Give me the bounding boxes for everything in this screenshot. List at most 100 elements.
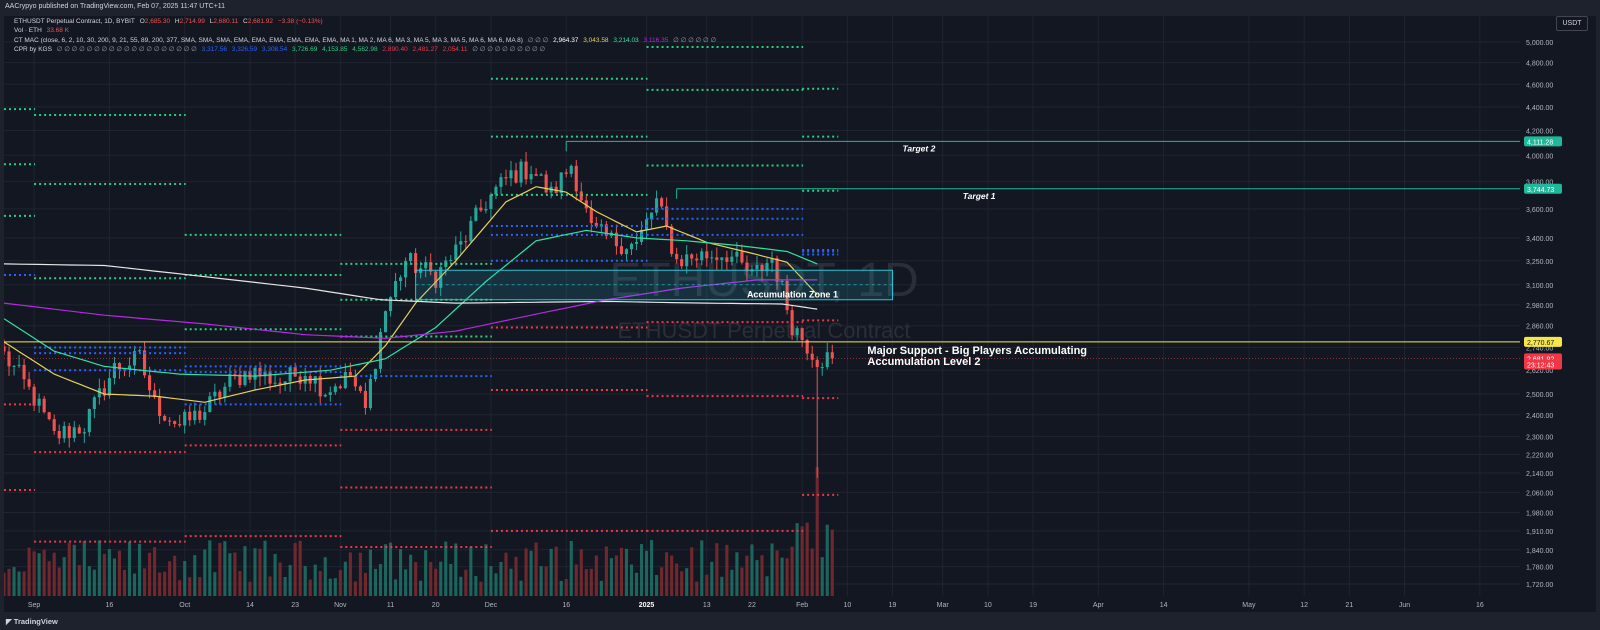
candle-body: [127, 365, 132, 370]
candle-body: [619, 246, 623, 255]
candle-body: [399, 277, 403, 282]
moving-average-line: [4, 279, 818, 339]
candle-body: [449, 259, 453, 261]
price-axis-tick: 3,600.00: [1526, 207, 1553, 214]
volume-bar: [815, 466, 819, 596]
candle-body: [87, 408, 91, 433]
close-label: C: [243, 18, 248, 25]
volume-bar: [7, 568, 11, 596]
candle-body: [464, 241, 468, 243]
candle-body: [800, 328, 804, 340]
candle-body: [559, 172, 563, 194]
candle-body: [534, 174, 538, 176]
volume-bar: [148, 552, 152, 596]
volume-bar: [373, 568, 378, 596]
price-tag-background: [1524, 359, 1562, 370]
volume-value: 33.68 K: [46, 27, 70, 34]
candle-body: [404, 261, 408, 278]
price-tag-background: [1524, 136, 1562, 147]
mac-value: ∅ ∅ ∅: [527, 37, 549, 44]
volume-bar: [675, 563, 679, 596]
price-axis-tick: 2,620.00: [1526, 368, 1553, 375]
volume-bar: [549, 548, 553, 596]
target-label: Target 1: [963, 191, 996, 201]
volume-bar: [122, 569, 127, 596]
high-label: H: [174, 18, 180, 25]
candle-body: [42, 398, 46, 413]
candle-body: [4, 346, 6, 352]
cpr-value: 3,326.59: [231, 46, 258, 53]
publisher-bar: AACrypyo published on TradingView.com, F…: [0, 0, 1600, 16]
volume-bar: [650, 540, 654, 596]
mac-value: 3,043.58: [583, 37, 609, 44]
candle-body: [569, 165, 573, 174]
volume-bar: [213, 572, 217, 596]
tradingview-icon: ◤: [6, 617, 12, 626]
volume-bar: [153, 547, 157, 596]
volume-bar: [544, 566, 548, 596]
support-label: Major Support - Big Players Accumulating: [867, 345, 1087, 357]
volume-bar: [158, 572, 162, 596]
volume-bar: [685, 568, 689, 596]
candle-body: [820, 367, 824, 369]
volume-bar: [770, 543, 774, 596]
candle-body: [72, 427, 76, 439]
symbol-label: ETHUSDT Perpetual Contract, 1D, BYBIT: [14, 18, 135, 25]
volume-bar: [810, 548, 814, 596]
time-axis-tick: 21: [1345, 602, 1353, 609]
candle-body: [148, 375, 152, 391]
volume-legend: Vol · ETH 33.68 K: [14, 27, 72, 34]
price-axis-tick: 2,140.00: [1526, 471, 1553, 478]
price-axis-tick: 1,910.00: [1526, 529, 1553, 536]
volume-bar: [569, 540, 573, 596]
publisher-text: AACrypyo published on TradingView.com, F…: [5, 3, 226, 10]
candle-body: [12, 365, 16, 367]
volume-bar: [263, 540, 267, 596]
moving-average-line: [4, 263, 818, 310]
candle-body: [348, 371, 352, 377]
candle-body: [509, 170, 513, 179]
volume-bar: [268, 576, 272, 596]
price-chart[interactable]: ETHUSDT, 1DETHUSDT Perpetual ContractAcc…: [4, 16, 1596, 612]
mac-value: 3,116.35: [643, 37, 669, 44]
cpr-value: 2,481.27: [412, 46, 438, 53]
cpr-value: 3,317.56: [201, 46, 227, 53]
volume-bar: [288, 565, 292, 596]
candle-body: [454, 244, 458, 260]
time-axis-tick: May: [1242, 602, 1256, 609]
candle-body: [434, 271, 438, 288]
time-axis-tick: 22: [748, 602, 756, 609]
volume-bar: [624, 548, 629, 596]
candle-body: [685, 254, 689, 267]
candle-body: [424, 262, 428, 269]
volume-bar: [670, 555, 674, 596]
price-axis-tick: 2,500.00: [1526, 392, 1553, 399]
volume-bar: [780, 557, 784, 596]
candle-body: [333, 386, 337, 393]
watermark-description: ETHUSDT Perpetual Contract: [617, 318, 910, 343]
volume-bar: [629, 564, 634, 596]
currency-selector[interactable]: USDT: [1556, 16, 1588, 31]
candle-body: [604, 224, 608, 237]
volume-bar: [368, 549, 373, 596]
candle-body: [539, 174, 543, 176]
volume-bar: [529, 550, 533, 596]
volume-bar: [484, 544, 488, 596]
open-value: 2,685.30: [144, 18, 171, 25]
price-axis-tick: 4,200.00: [1526, 129, 1553, 136]
time-axis-tick: 19: [889, 602, 897, 609]
volume-bar: [489, 566, 493, 596]
candle-body: [363, 390, 367, 409]
chart-frame[interactable]: ETHUSDT, 1DETHUSDT Perpetual ContractAcc…: [4, 16, 1596, 612]
volume-bar: [594, 555, 598, 596]
candle-body: [27, 379, 31, 387]
volume-bar: [639, 544, 644, 596]
candle-body: [288, 367, 292, 382]
candle-body: [67, 426, 71, 439]
price-axis-tick: 2,740.00: [1526, 345, 1553, 352]
candle-body: [238, 374, 242, 386]
candle-body: [383, 311, 388, 333]
candle-body: [564, 172, 568, 174]
volume-bar: [574, 564, 578, 596]
volume-bars: [4, 466, 834, 596]
